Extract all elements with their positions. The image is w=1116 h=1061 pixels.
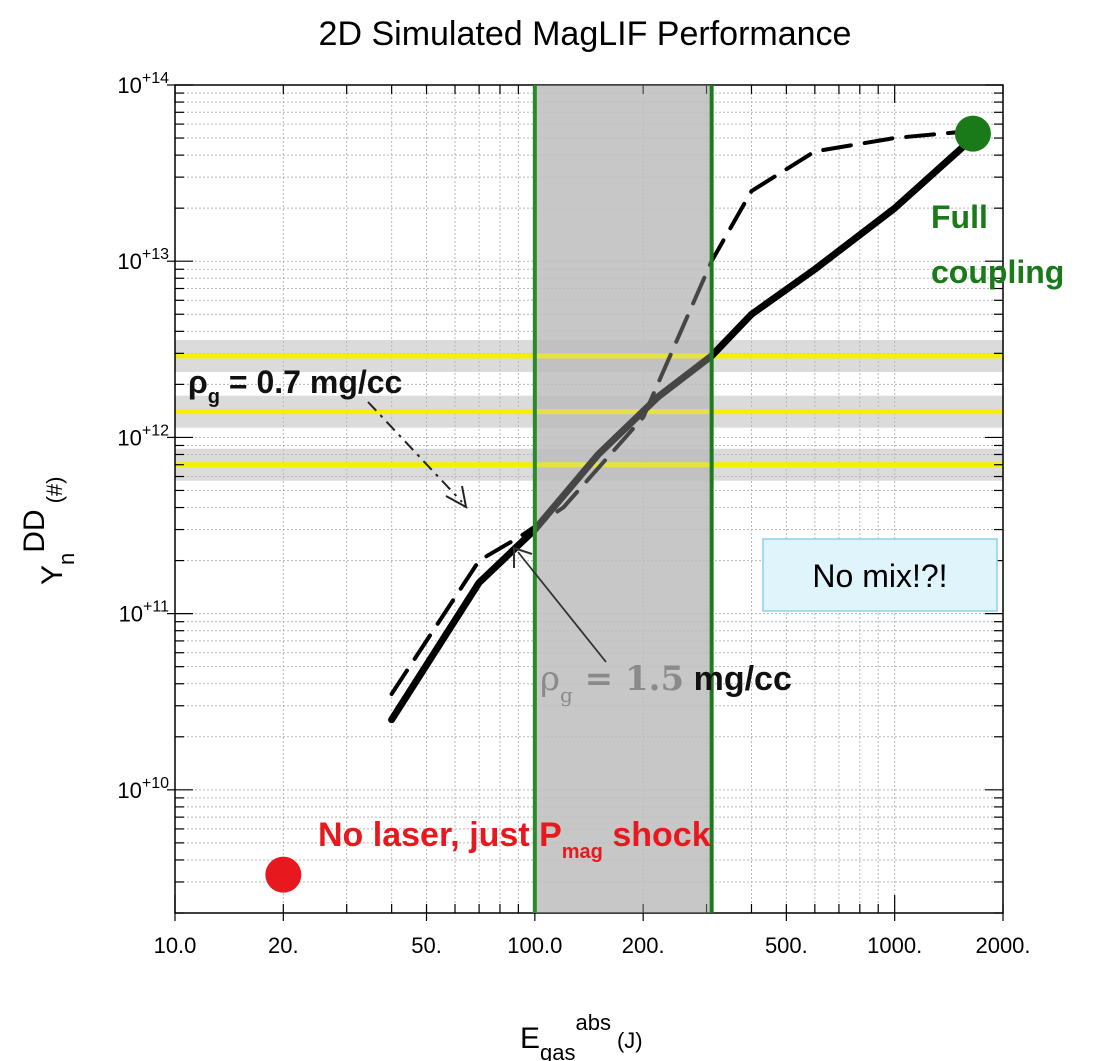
y-tick-label: 10+10 (117, 775, 169, 803)
y-tick-label: 10+13 (117, 246, 169, 274)
annotation-full-line1: Full (931, 199, 988, 235)
x-tick-label: 500. (765, 933, 808, 958)
arrow-rho07 (367, 401, 468, 509)
arrow-rho15 (513, 546, 607, 663)
y-tick-label: 10+12 (117, 422, 169, 450)
x-tick-label: 2000. (975, 933, 1030, 958)
marker-full-coupling (954, 115, 991, 152)
vertical-green-lines (532, 85, 714, 913)
y-axis-label: YnDD(#) (18, 477, 79, 586)
x-tick-label: 50. (411, 933, 442, 958)
plot-frame (174, 84, 1004, 914)
annotation-no-mix-box: No mix!?! (762, 538, 998, 612)
y-axis-ticks: 10+10 10+11 10+12 10+13 10+14 (117, 70, 175, 803)
series-dashed (389, 128, 975, 696)
x-tick-label: 20. (268, 933, 299, 958)
x-axis-label: Egasabs(J) (520, 1010, 643, 1061)
y-tick-label: 10+14 (117, 70, 169, 98)
x-tick-label: 100.0 (507, 933, 562, 958)
annotation-rho-1-5: ρg = 1.5 mg/cc (540, 659, 792, 707)
annotation-full-line2: coupling (931, 254, 1064, 290)
x-tick-label: 1000. (867, 933, 922, 958)
x-tick-label: 10.0 (154, 933, 197, 958)
band-overlay (534, 85, 712, 913)
minor-ticks (174, 84, 1004, 914)
annotation-no-mix: No mix!?! (812, 558, 947, 594)
annotation-rho-0-7: ρg = 0.7 mg/cc (188, 364, 402, 408)
markers (265, 115, 991, 893)
x-axis-ticks: 10.0 20. 50. 100.0 200. 500. 1000. 2000. (154, 913, 1031, 958)
y-tick-label: 10+11 (119, 599, 170, 627)
chart-title: 2D Simulated MagLIF Performance (319, 15, 852, 53)
marker-no-laser (265, 856, 302, 893)
series-solid (388, 134, 977, 724)
annotation-no-laser: No laser, just Pmag shock (318, 816, 711, 863)
series-group (388, 85, 977, 913)
x-tick-label: 200. (622, 933, 665, 958)
